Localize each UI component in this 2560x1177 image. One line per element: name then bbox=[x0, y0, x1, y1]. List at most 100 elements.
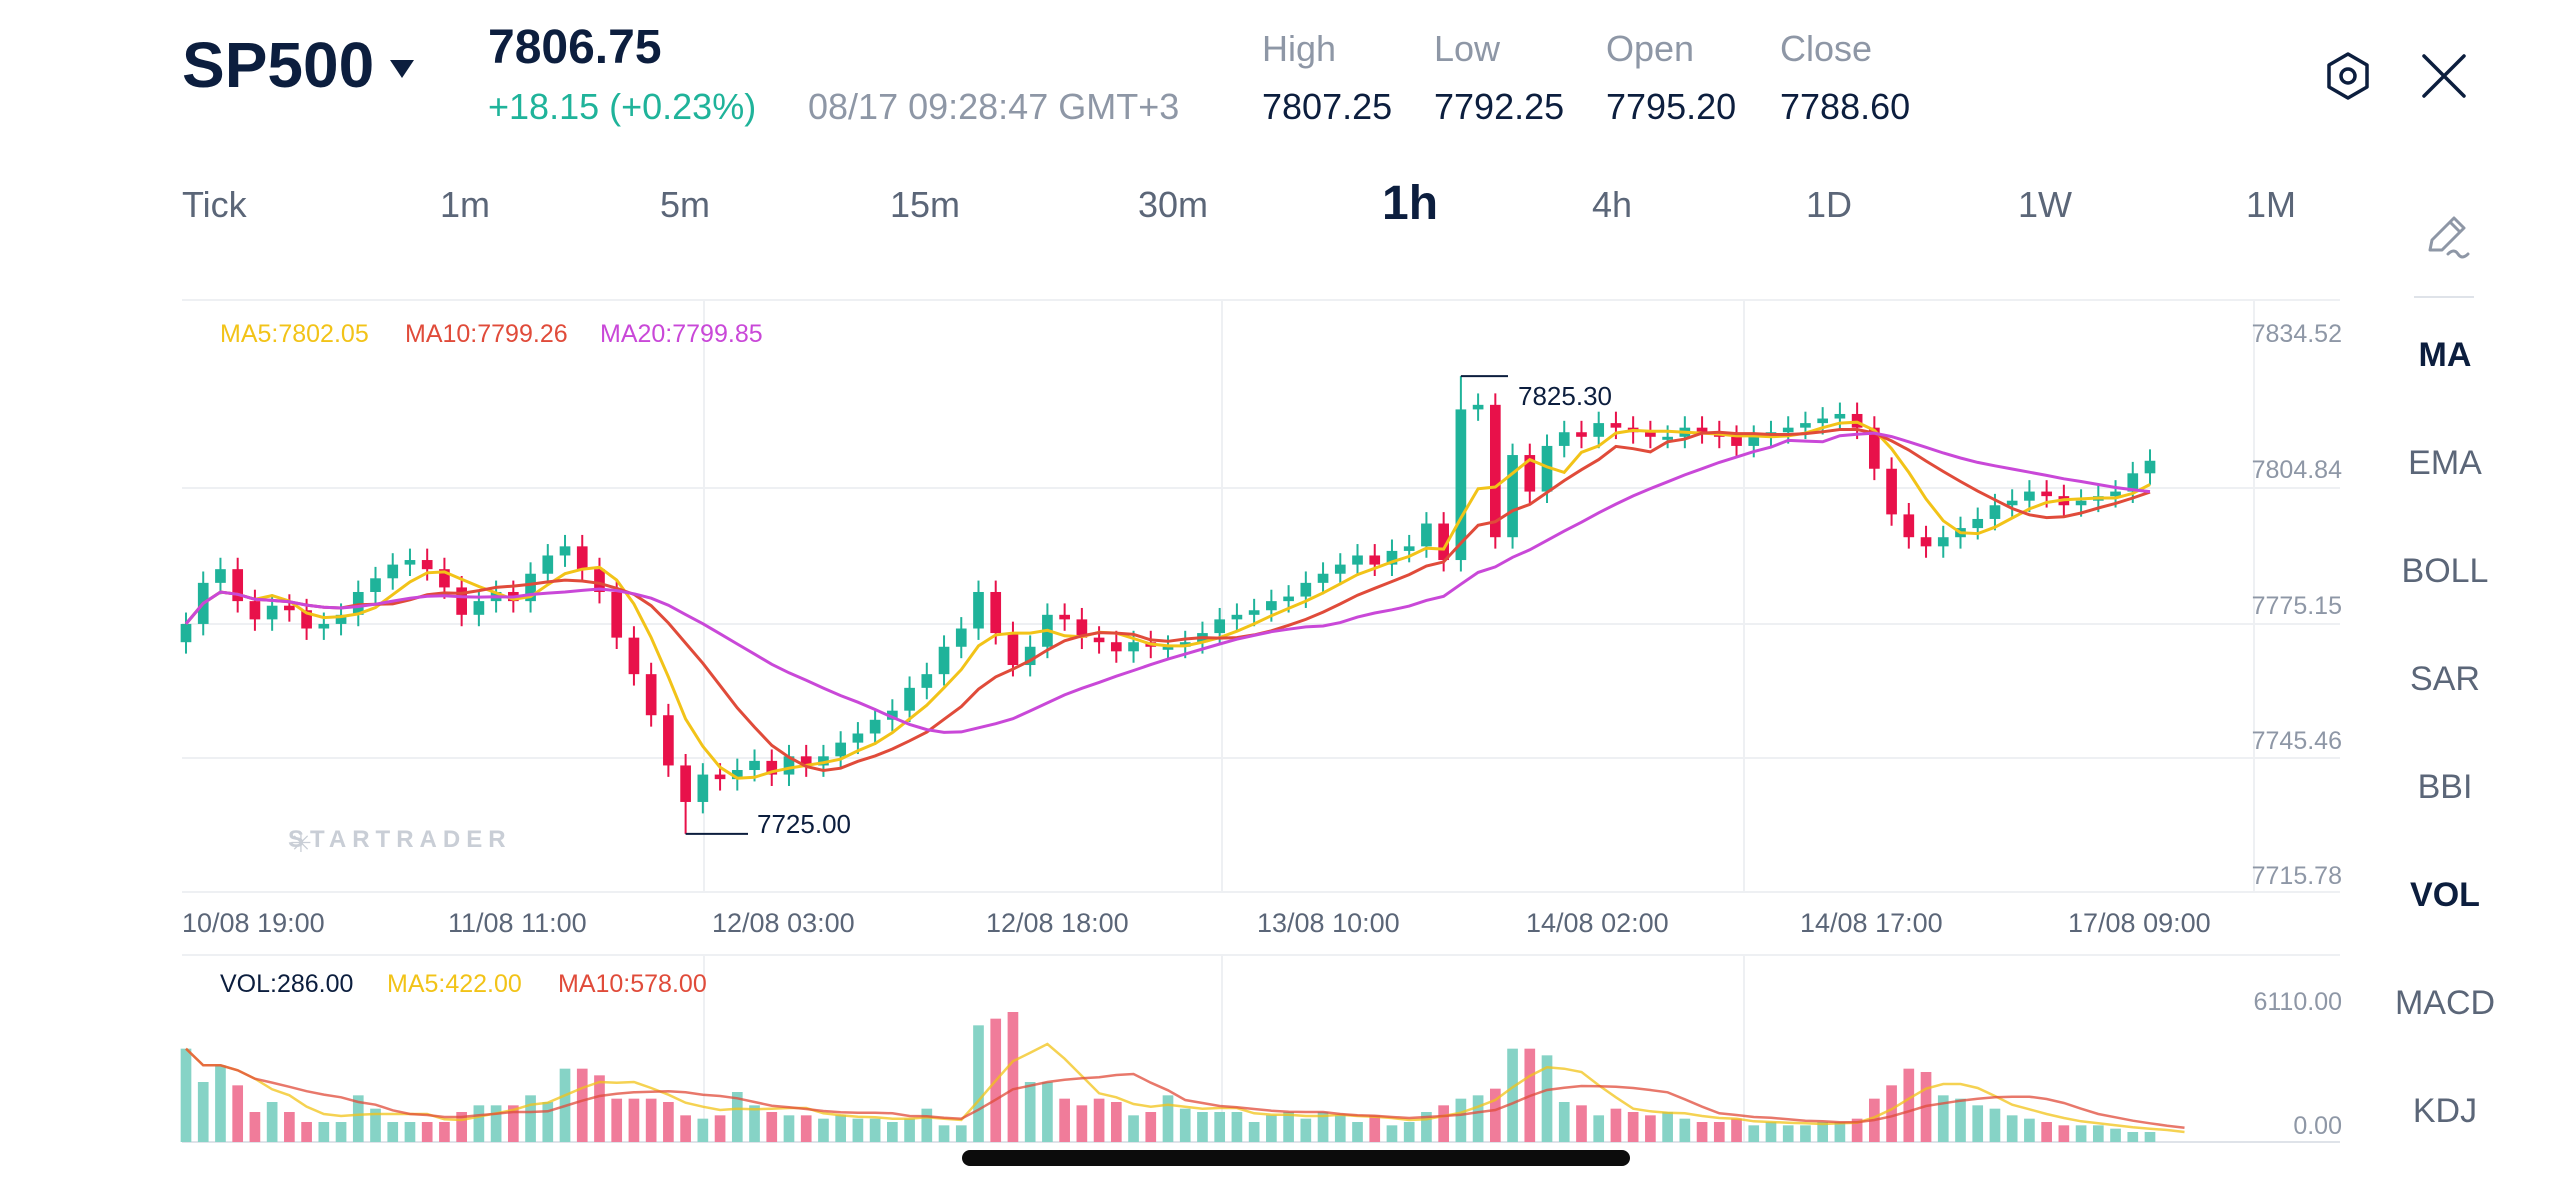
volume-bar bbox=[1955, 1098, 1966, 1142]
volume-bar bbox=[1197, 1112, 1208, 1142]
candle-body bbox=[697, 774, 709, 802]
volume-bar bbox=[1541, 1055, 1553, 1142]
candle-body bbox=[1369, 555, 1381, 565]
candle-body bbox=[955, 628, 967, 647]
indicator-vol[interactable]: VOL bbox=[2410, 876, 2480, 914]
candle-body bbox=[1989, 505, 2001, 519]
symbol-selector[interactable]: SP500 bbox=[182, 29, 375, 101]
candle-body bbox=[1283, 596, 1294, 602]
volume-bar bbox=[1593, 1115, 1605, 1142]
volume-bar bbox=[1179, 1108, 1191, 1142]
x-axis-label: 11/08 11:00 bbox=[448, 908, 587, 938]
candle-body bbox=[525, 573, 536, 602]
y-axis-label: 7745.46 bbox=[2251, 727, 2342, 755]
gear-icon[interactable] bbox=[2322, 50, 2374, 102]
candle-body bbox=[611, 591, 623, 638]
tab-timeframe-1w[interactable]: 1W bbox=[2018, 184, 2072, 225]
volume-bar bbox=[180, 1048, 192, 1142]
tab-timeframe-1mo[interactable]: 1M bbox=[2246, 184, 2297, 225]
candle-body bbox=[1162, 646, 1174, 650]
volume-bar bbox=[1903, 1068, 1915, 1142]
volume-bar bbox=[1076, 1105, 1088, 1142]
candle-body bbox=[1248, 610, 1260, 615]
volume-bar bbox=[2144, 1132, 2156, 1142]
volume-bar bbox=[904, 1118, 915, 1142]
tab-timeframe-30m[interactable]: 30m bbox=[1138, 184, 1209, 225]
volume-bar bbox=[697, 1118, 709, 1142]
volume-bar bbox=[1558, 1102, 1570, 1142]
candle-body bbox=[1524, 455, 1536, 492]
volume-bar bbox=[628, 1098, 640, 1142]
volume-bar bbox=[542, 1102, 554, 1142]
candlesticks bbox=[180, 376, 2156, 834]
candle-body bbox=[1576, 432, 1587, 437]
volume-bar bbox=[507, 1105, 519, 1142]
candle-body bbox=[1937, 537, 1949, 547]
close-icon[interactable] bbox=[2418, 50, 2470, 102]
candle-body bbox=[559, 546, 571, 556]
tab-timeframe-15m[interactable]: 15m bbox=[890, 184, 961, 225]
candle-body bbox=[887, 710, 898, 720]
pen-icon[interactable] bbox=[2420, 210, 2472, 262]
tab-timeframe-tick[interactable]: Tick bbox=[182, 184, 247, 225]
volume-bar bbox=[800, 1115, 812, 1142]
candle-body bbox=[2110, 491, 2121, 497]
indicator-ma[interactable]: MA bbox=[2418, 336, 2472, 374]
volume-bar bbox=[921, 1108, 933, 1142]
volume-bar bbox=[1042, 1082, 1053, 1142]
stat-low-label: Low bbox=[1434, 28, 1501, 69]
volume-bar bbox=[680, 1115, 691, 1142]
candle-body bbox=[1266, 601, 1277, 611]
tab-timeframe-1d[interactable]: 1D bbox=[1806, 184, 1853, 225]
legend-vol-ma10: MA10:578.00 bbox=[558, 970, 707, 998]
candle-body bbox=[335, 614, 347, 624]
indicator-macd[interactable]: MACD bbox=[2394, 984, 2496, 1022]
volume-bar bbox=[645, 1098, 657, 1142]
tab-timeframe-4h[interactable]: 4h bbox=[1592, 184, 1633, 225]
legend-vol: VOL:286.00 bbox=[220, 970, 354, 998]
stat-close-value: 7788.60 bbox=[1780, 86, 1911, 127]
volume-bar bbox=[818, 1118, 829, 1142]
candle-body bbox=[1059, 614, 1070, 620]
volume-bar bbox=[2058, 1125, 2070, 1142]
indicator-ema[interactable]: EMA bbox=[2408, 444, 2482, 482]
volume-bar bbox=[1110, 1102, 1122, 1142]
tab-timeframe-1h[interactable]: 1h bbox=[1382, 177, 1439, 230]
candle-body bbox=[1472, 404, 1484, 410]
tab-timeframe-1m[interactable]: 1m bbox=[440, 184, 491, 225]
candle-body bbox=[680, 765, 691, 802]
star-icon: ✳ bbox=[290, 828, 312, 858]
indicator-kdj[interactable]: KDJ bbox=[2412, 1092, 2478, 1130]
volume-bar bbox=[387, 1122, 399, 1142]
tab-timeframe-5m[interactable]: 5m bbox=[660, 184, 711, 225]
volume-bars bbox=[180, 1012, 2185, 1142]
candle-body bbox=[594, 569, 605, 592]
volume-bar bbox=[869, 1118, 881, 1142]
volume-bar bbox=[2024, 1118, 2035, 1142]
volume-bar bbox=[249, 1112, 261, 1142]
volume-bar bbox=[1731, 1118, 1742, 1142]
candle-body bbox=[301, 610, 312, 629]
volume-bar bbox=[301, 1122, 312, 1142]
indicator-sar[interactable]: SAR bbox=[2410, 660, 2480, 698]
candle-body bbox=[783, 756, 795, 775]
volume-bar bbox=[1507, 1048, 1518, 1142]
indicator-bbi[interactable]: BBI bbox=[2417, 768, 2473, 806]
home-indicator[interactable] bbox=[962, 1150, 1630, 1166]
candle-body bbox=[1093, 637, 1105, 643]
stat-open-value: 7795.20 bbox=[1606, 86, 1737, 127]
ma20-line bbox=[184, 431, 2151, 734]
volume-bar bbox=[232, 1085, 244, 1142]
indicator-boll[interactable]: BOLL bbox=[2401, 552, 2489, 590]
candle-body bbox=[1438, 523, 1449, 561]
candle-body bbox=[1352, 555, 1363, 565]
volume-bar bbox=[1765, 1122, 1777, 1142]
chevron-down-icon[interactable] bbox=[390, 60, 414, 78]
volume-bar bbox=[611, 1098, 623, 1142]
volume-bar bbox=[1059, 1098, 1070, 1142]
candle-body bbox=[835, 742, 847, 757]
volume-bar bbox=[576, 1068, 588, 1142]
candle-body bbox=[542, 555, 554, 574]
candle-body bbox=[1317, 573, 1329, 583]
